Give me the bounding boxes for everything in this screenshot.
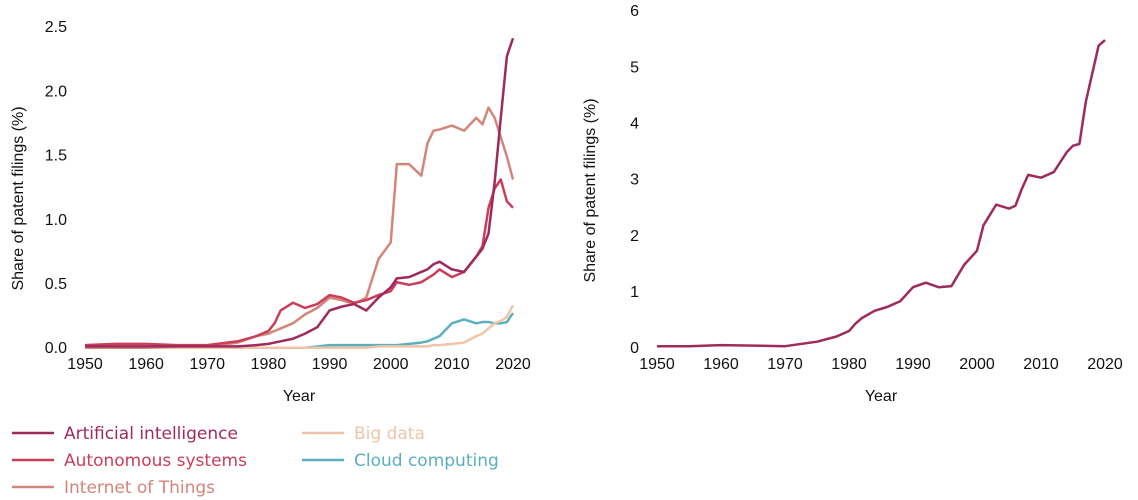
y-tick-label: 1 [630, 284, 639, 301]
x-axis-label: Year [283, 388, 316, 405]
legend-label: Big data [354, 424, 425, 444]
x-tick-label: 1960 [128, 356, 164, 373]
x-tick-label: 2000 [959, 356, 995, 373]
y-tick-label: 2.0 [45, 83, 67, 100]
y-tick-label: 4 [630, 116, 639, 133]
x-tick-label: 2020 [495, 356, 531, 373]
y-tick-label: 3 [630, 172, 639, 189]
x-tick-label: 1970 [767, 356, 803, 373]
legend-label: Autonomous systems [64, 451, 247, 471]
x-tick-label: 1980 [251, 356, 287, 373]
x-tick-label: 1990 [895, 356, 931, 373]
x-tick-label: 2020 [1087, 356, 1123, 373]
x-tick-label: 1950 [639, 356, 675, 373]
legend-label: Internet of Things [64, 478, 215, 498]
legend-label: Cloud computing [354, 451, 499, 471]
y-tick-label: 0.0 [45, 340, 67, 357]
x-tick-label: 2000 [373, 356, 409, 373]
data-line [85, 304, 515, 349]
y-tick-label: 2.5 [45, 19, 67, 36]
y-tick-label: 5 [630, 59, 639, 76]
y-axis-label: Share of patent filings (%) [10, 106, 27, 290]
x-tick-label: 2010 [434, 356, 470, 373]
x-tick-label: 1950 [67, 356, 103, 373]
data-line [85, 106, 515, 349]
x-tick-label: 1990 [312, 356, 348, 373]
data-line [85, 37, 515, 348]
x-tick-label: 1970 [189, 356, 225, 373]
y-axis-label: Share of patent filings (%) [582, 98, 599, 282]
y-tick-label: 1.5 [45, 148, 67, 165]
y-tick-label: 0.5 [45, 276, 67, 293]
data-line [657, 39, 1106, 348]
y-tick-label: 2 [630, 228, 639, 245]
y-tick-label: 6 [630, 3, 639, 20]
legend-label: Artificial intelligence [64, 424, 238, 444]
x-axis-label: Year [865, 388, 898, 405]
y-tick-label: 0 [630, 340, 639, 357]
x-tick-label: 1980 [831, 356, 867, 373]
x-tick-label: 1960 [703, 356, 739, 373]
y-tick-label: 1.0 [45, 212, 67, 229]
x-tick-label: 2010 [1023, 356, 1059, 373]
